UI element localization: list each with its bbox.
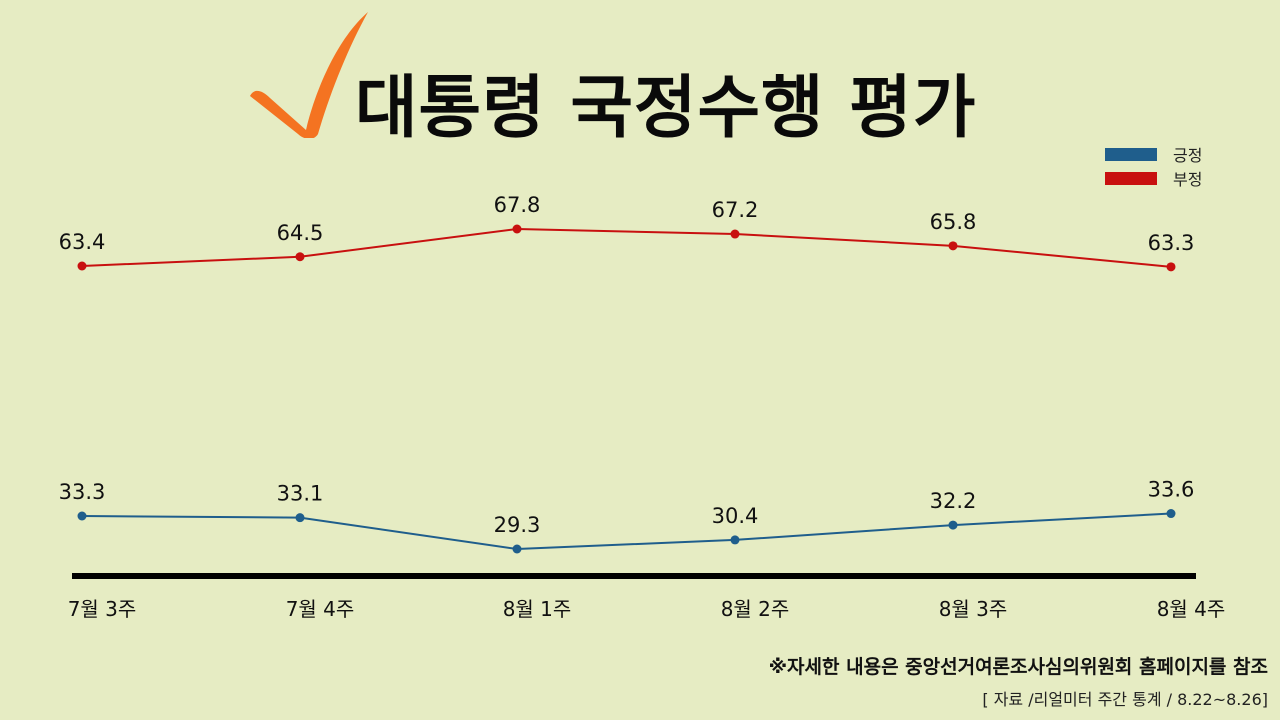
x-axis-label: 8월 2주 bbox=[721, 597, 790, 621]
page-title: 대통령 국정수행 평가 bbox=[355, 69, 977, 148]
x-axis-label: 8월 4주 bbox=[1157, 597, 1226, 621]
negative-data-label: 67.8 bbox=[494, 193, 541, 217]
footer-note: ※자세한 내용은 중앙선거여론조사심의위원회 홈페이지를 참조 bbox=[768, 656, 1268, 678]
positive-point bbox=[1166, 509, 1176, 519]
negative-series-line bbox=[81, 227, 1172, 268]
legend-label: 긍정 bbox=[1173, 146, 1203, 165]
positive-point bbox=[77, 511, 87, 521]
legend-swatch-positive bbox=[1105, 147, 1157, 161]
negative-data-label: 63.4 bbox=[59, 230, 106, 254]
positive-data-label: 30.4 bbox=[712, 504, 759, 528]
positive-point bbox=[730, 535, 740, 545]
positive-data-label: 33.1 bbox=[277, 482, 324, 506]
positive-point bbox=[512, 544, 522, 554]
negative-point bbox=[295, 252, 305, 262]
legend-swatch-negative bbox=[1105, 171, 1157, 185]
positive-data-label: 33.3 bbox=[59, 480, 106, 504]
x-axis-label: 7월 4주 bbox=[286, 597, 355, 621]
positive-point bbox=[295, 513, 305, 523]
positive-data-labels: 33.3 33.1 29.3 30.4 32.2 33.6 bbox=[59, 478, 1195, 537]
data-source: [ 자료 /리얼미터 주간 통계 / 8.22~8.26] bbox=[982, 690, 1268, 709]
positive-data-label: 33.6 bbox=[1148, 478, 1195, 502]
checkmark-icon bbox=[248, 8, 373, 142]
positive-series-line bbox=[81, 512, 1172, 551]
negative-data-label: 64.5 bbox=[277, 221, 324, 245]
chart-legend: 긍정 부정 bbox=[1105, 142, 1202, 190]
positive-series-points bbox=[77, 509, 1176, 554]
x-axis-label: 8월 3주 bbox=[939, 597, 1008, 621]
line-chart: 63.4 64.5 67.8 67.2 65.8 63.3 33.3 33.1 29.3 30.… bbox=[59, 193, 1226, 621]
positive-point bbox=[948, 520, 958, 530]
legend-item-positive: 긍정 bbox=[1105, 142, 1202, 166]
negative-point bbox=[730, 229, 740, 239]
negative-data-labels: 63.4 64.5 67.8 67.2 65.8 63.3 bbox=[59, 193, 1195, 255]
legend-item-negative: 부정 bbox=[1105, 166, 1202, 190]
negative-data-label: 63.3 bbox=[1148, 231, 1195, 255]
negative-series-points bbox=[77, 224, 1176, 272]
x-axis-labels: 7월 3주 7월 4주 8월 1주 8월 2주 8월 3주 8월 4주 bbox=[68, 597, 1226, 621]
negative-data-label: 65.8 bbox=[930, 210, 977, 234]
negative-point bbox=[948, 241, 958, 251]
negative-point bbox=[77, 261, 87, 271]
negative-point bbox=[512, 224, 522, 234]
positive-data-label: 29.3 bbox=[494, 513, 541, 537]
legend-label: 부정 bbox=[1173, 170, 1203, 189]
x-axis-label: 7월 3주 bbox=[68, 597, 137, 621]
positive-data-label: 32.2 bbox=[930, 489, 977, 513]
x-axis-label: 8월 1주 bbox=[503, 597, 572, 621]
negative-data-label: 67.2 bbox=[712, 198, 759, 222]
negative-point bbox=[1166, 262, 1176, 272]
